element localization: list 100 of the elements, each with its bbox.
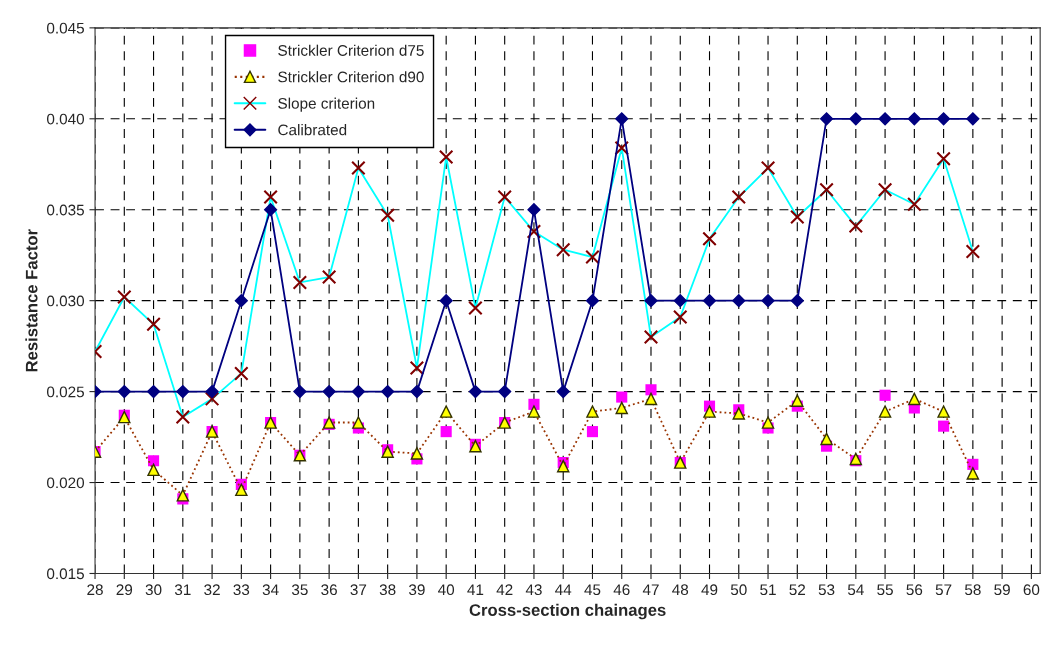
x-tick-label: 39 — [408, 584, 425, 596]
x-tick-label: 34 — [262, 584, 279, 596]
y-tick-label: 0.045 — [46, 22, 84, 34]
point — [234, 366, 249, 381]
point — [497, 189, 512, 205]
point — [381, 385, 395, 399]
point — [410, 447, 424, 460]
x-tick-label: 43 — [525, 584, 542, 596]
point — [643, 329, 659, 345]
point — [146, 317, 161, 332]
point — [877, 182, 893, 198]
y-tick-label: 0.015 — [46, 568, 84, 580]
point — [440, 426, 452, 438]
point — [176, 385, 190, 399]
point — [760, 160, 776, 176]
point — [410, 385, 424, 399]
x-tick-label: 35 — [291, 584, 308, 596]
point — [438, 149, 454, 165]
point — [147, 463, 160, 477]
point — [702, 294, 717, 308]
point — [586, 426, 599, 438]
point — [761, 294, 775, 308]
point — [352, 416, 365, 429]
point — [264, 203, 278, 217]
point — [586, 405, 599, 418]
point — [936, 151, 951, 167]
point — [439, 405, 453, 418]
x-tick-label: 59 — [994, 584, 1010, 596]
point — [351, 160, 366, 176]
y-tick-label: 0.035 — [46, 204, 84, 216]
point — [468, 300, 483, 316]
point — [293, 385, 307, 399]
point — [848, 218, 864, 234]
x-tick-label: 47 — [642, 584, 659, 595]
point — [175, 409, 191, 425]
legend-label: Strickler Criterion d90 — [278, 71, 424, 83]
point — [644, 294, 658, 308]
point — [234, 294, 248, 308]
point — [790, 294, 804, 308]
point — [615, 112, 629, 126]
point — [409, 360, 425, 376]
x-tick-label: 30 — [145, 584, 162, 596]
x-tick-label: 32 — [204, 584, 220, 596]
x-tick-label: 31 — [174, 584, 191, 596]
y-tick-label: 0.030 — [46, 295, 85, 307]
point — [148, 455, 160, 467]
point — [556, 459, 570, 473]
x-tick-label: 44 — [555, 584, 572, 595]
point — [908, 392, 921, 406]
point — [468, 385, 483, 399]
x-tick-label: 33 — [233, 584, 250, 596]
point — [672, 309, 688, 325]
x-tick-label: 29 — [116, 584, 133, 596]
legend-label: Slope criterion — [278, 97, 375, 112]
point — [966, 467, 980, 480]
point — [380, 207, 395, 223]
x-tick-label: 41 — [467, 584, 484, 595]
x-tick-label: 48 — [672, 584, 689, 596]
point — [938, 420, 950, 432]
point — [615, 401, 628, 415]
y-tick-label: 0.040 — [46, 113, 85, 125]
x-tick-label: 58 — [964, 584, 981, 596]
x-tick-label: 57 — [935, 584, 952, 596]
point — [878, 405, 892, 418]
point — [439, 294, 453, 308]
point — [673, 294, 687, 308]
x-tick-label: 42 — [496, 584, 513, 595]
point — [703, 405, 716, 418]
y-tick-label: 0.020 — [46, 477, 85, 489]
point — [585, 294, 600, 308]
point — [645, 384, 657, 396]
point — [819, 182, 834, 198]
legend-label: Calibrated — [278, 124, 347, 136]
x-tick-label: 46 — [613, 584, 630, 596]
point — [761, 416, 775, 429]
x-tick-label: 49 — [701, 584, 718, 596]
point — [732, 407, 746, 420]
point — [351, 385, 365, 399]
x-tick-label: 28 — [87, 584, 103, 596]
point — [205, 385, 219, 399]
x-tick-label: 60 — [1023, 584, 1040, 596]
point — [790, 209, 805, 225]
point — [235, 483, 248, 497]
point — [498, 385, 512, 399]
x-tick-label: 36 — [321, 584, 337, 596]
point — [732, 294, 746, 308]
x-tick-label: 37 — [350, 584, 367, 596]
point — [702, 231, 717, 247]
point — [965, 244, 981, 259]
y-tick-label: 0.025 — [46, 386, 84, 398]
y-axis-title: Resistance Factor — [25, 229, 38, 372]
point — [526, 224, 542, 239]
x-tick-label: 38 — [379, 584, 396, 596]
point — [878, 112, 892, 126]
point — [966, 112, 980, 126]
point — [556, 385, 570, 399]
point — [907, 112, 921, 126]
point — [292, 275, 308, 290]
x-tick-label: 56 — [906, 584, 923, 596]
point — [322, 385, 336, 399]
